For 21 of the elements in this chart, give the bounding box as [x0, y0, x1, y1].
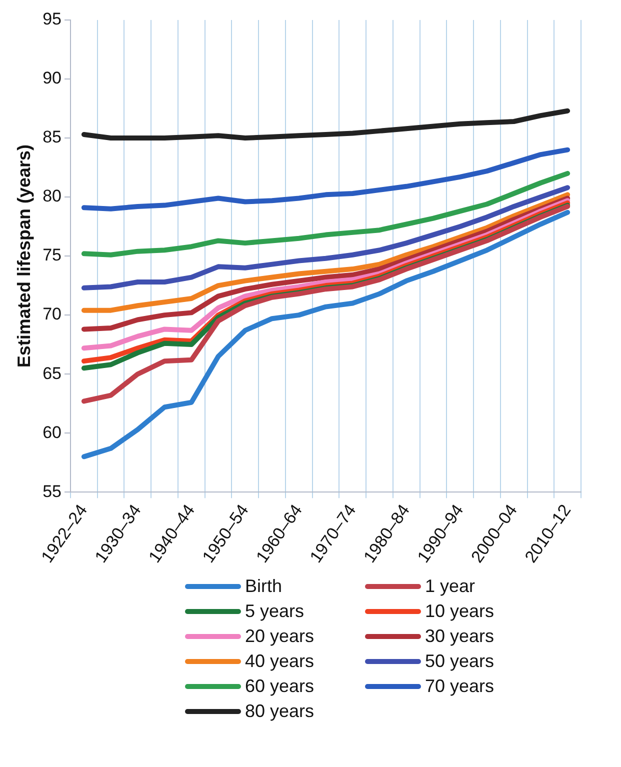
y-tick-label: 75: [42, 246, 62, 265]
legend-label: 30 years: [425, 626, 494, 647]
y-tick-label: 90: [42, 68, 62, 88]
y-tick-label: 60: [42, 422, 62, 442]
y-tick-label: 65: [42, 364, 62, 383]
legend-label: 70 years: [425, 676, 494, 697]
legend-label: 1 year: [425, 576, 476, 597]
y-tick-label: 85: [42, 128, 62, 147]
legend-label: 40 years: [245, 651, 314, 672]
y-tick-label: 95: [42, 10, 62, 29]
legend-label: 20 years: [245, 626, 314, 647]
legend-label: 80 years: [245, 701, 314, 722]
legend-label: 10 years: [425, 601, 494, 622]
legend-label: 60 years: [245, 676, 314, 697]
y-tick-label: 80: [42, 186, 62, 206]
y-axis-title: Estimated lifespan (years): [14, 144, 34, 368]
legend-label: 50 years: [425, 651, 494, 672]
legend-label: Birth: [245, 576, 282, 597]
y-tick-label: 70: [42, 304, 62, 324]
y-tick-label: 55: [42, 482, 62, 501]
legend-label: 5 years: [245, 601, 304, 622]
